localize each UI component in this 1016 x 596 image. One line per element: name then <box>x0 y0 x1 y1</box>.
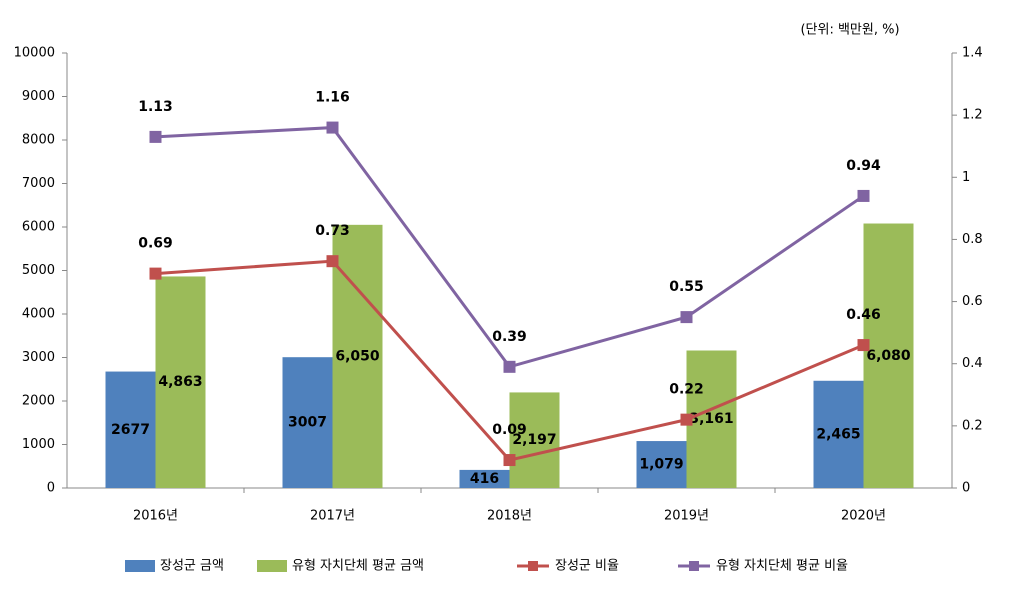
x-tick-label: 2016년 <box>133 509 178 524</box>
legend-marker <box>528 561 538 571</box>
bar-value-label: 4,863 <box>158 374 202 390</box>
line-marker <box>326 121 339 134</box>
bar <box>155 276 206 488</box>
bar-value-label: 3,161 <box>689 411 733 427</box>
y-tick-label: 1000 <box>22 437 55 452</box>
line-marker <box>503 360 516 373</box>
x-tick-label: 2019년 <box>664 509 709 524</box>
y-tick-label: 6000 <box>22 220 55 235</box>
unit-note: (단위: 백만원, %) <box>800 23 899 38</box>
line-value-label: 1.16 <box>315 90 350 106</box>
legend-swatch <box>257 560 287 572</box>
legend-swatch <box>125 560 155 572</box>
x-tick-label: 2017년 <box>310 509 355 524</box>
y-tick-label: 3000 <box>22 350 55 365</box>
bar-value-label: 2,197 <box>512 432 556 448</box>
y2-tick-label: 1.2 <box>962 108 983 123</box>
y-tick-label: 9000 <box>22 89 55 104</box>
y2-tick-label: 0 <box>962 481 970 496</box>
y2-tick-label: 0.6 <box>962 294 983 309</box>
bar <box>509 392 560 488</box>
y2-tick-label: 0.4 <box>962 356 983 371</box>
bar <box>459 469 510 488</box>
line-value-label: 0.22 <box>669 382 704 398</box>
y2-tick-label: 1 <box>962 170 970 185</box>
line-marker <box>857 189 870 202</box>
bar <box>105 371 156 488</box>
legend-marker <box>689 561 699 571</box>
bar-value-label: 3007 <box>288 415 327 431</box>
line-marker <box>326 255 339 268</box>
line-marker <box>503 454 516 467</box>
bar-value-label: 416 <box>470 471 499 487</box>
legend-label: 유형 자치단체 평균 금액 <box>292 559 424 574</box>
bar-value-label: 2677 <box>111 422 150 438</box>
legend-label: 장성군 금액 <box>160 559 224 574</box>
y-tick-label: 7000 <box>22 176 55 191</box>
bar <box>813 380 864 488</box>
y-tick-label: 10000 <box>14 46 55 61</box>
line-value-label: 0.73 <box>315 223 350 239</box>
line-value-label: 0.39 <box>492 329 527 345</box>
y-tick-label: 5000 <box>22 263 55 278</box>
line-marker <box>149 267 162 280</box>
bar-value-label: 6,080 <box>866 348 911 364</box>
bar <box>636 441 687 488</box>
bar <box>686 350 737 488</box>
y2-tick-label: 1.4 <box>962 46 983 61</box>
line-value-label: 0.69 <box>138 236 173 252</box>
bar-value-label: 1,079 <box>639 457 683 473</box>
line-value-label: 0.46 <box>846 307 881 323</box>
bar-value-label: 6,050 <box>335 348 380 364</box>
bar-value-label: 2,465 <box>816 426 860 442</box>
bar <box>282 357 333 488</box>
line-value-label: 1.13 <box>138 99 173 115</box>
y2-tick-label: 0.2 <box>962 418 983 433</box>
y-tick-label: 2000 <box>22 394 55 409</box>
bar <box>863 223 914 488</box>
line-marker <box>149 130 162 143</box>
x-tick-label: 2020년 <box>841 509 886 524</box>
y2-tick-label: 0.8 <box>962 232 983 247</box>
y-tick-label: 0 <box>47 481 55 496</box>
line-value-label: 0.94 <box>846 158 881 174</box>
line-marker <box>857 339 870 352</box>
y-tick-label: 8000 <box>22 133 55 148</box>
legend-label: 유형 자치단체 평균 비율 <box>716 559 848 574</box>
line-marker <box>680 311 693 324</box>
legend-label: 장성군 비율 <box>555 559 619 574</box>
line-marker <box>680 413 693 426</box>
x-tick-label: 2018년 <box>487 509 532 524</box>
y-tick-label: 4000 <box>22 307 55 322</box>
line-value-label: 0.55 <box>669 279 704 295</box>
line-value-label: 0.09 <box>492 422 527 438</box>
